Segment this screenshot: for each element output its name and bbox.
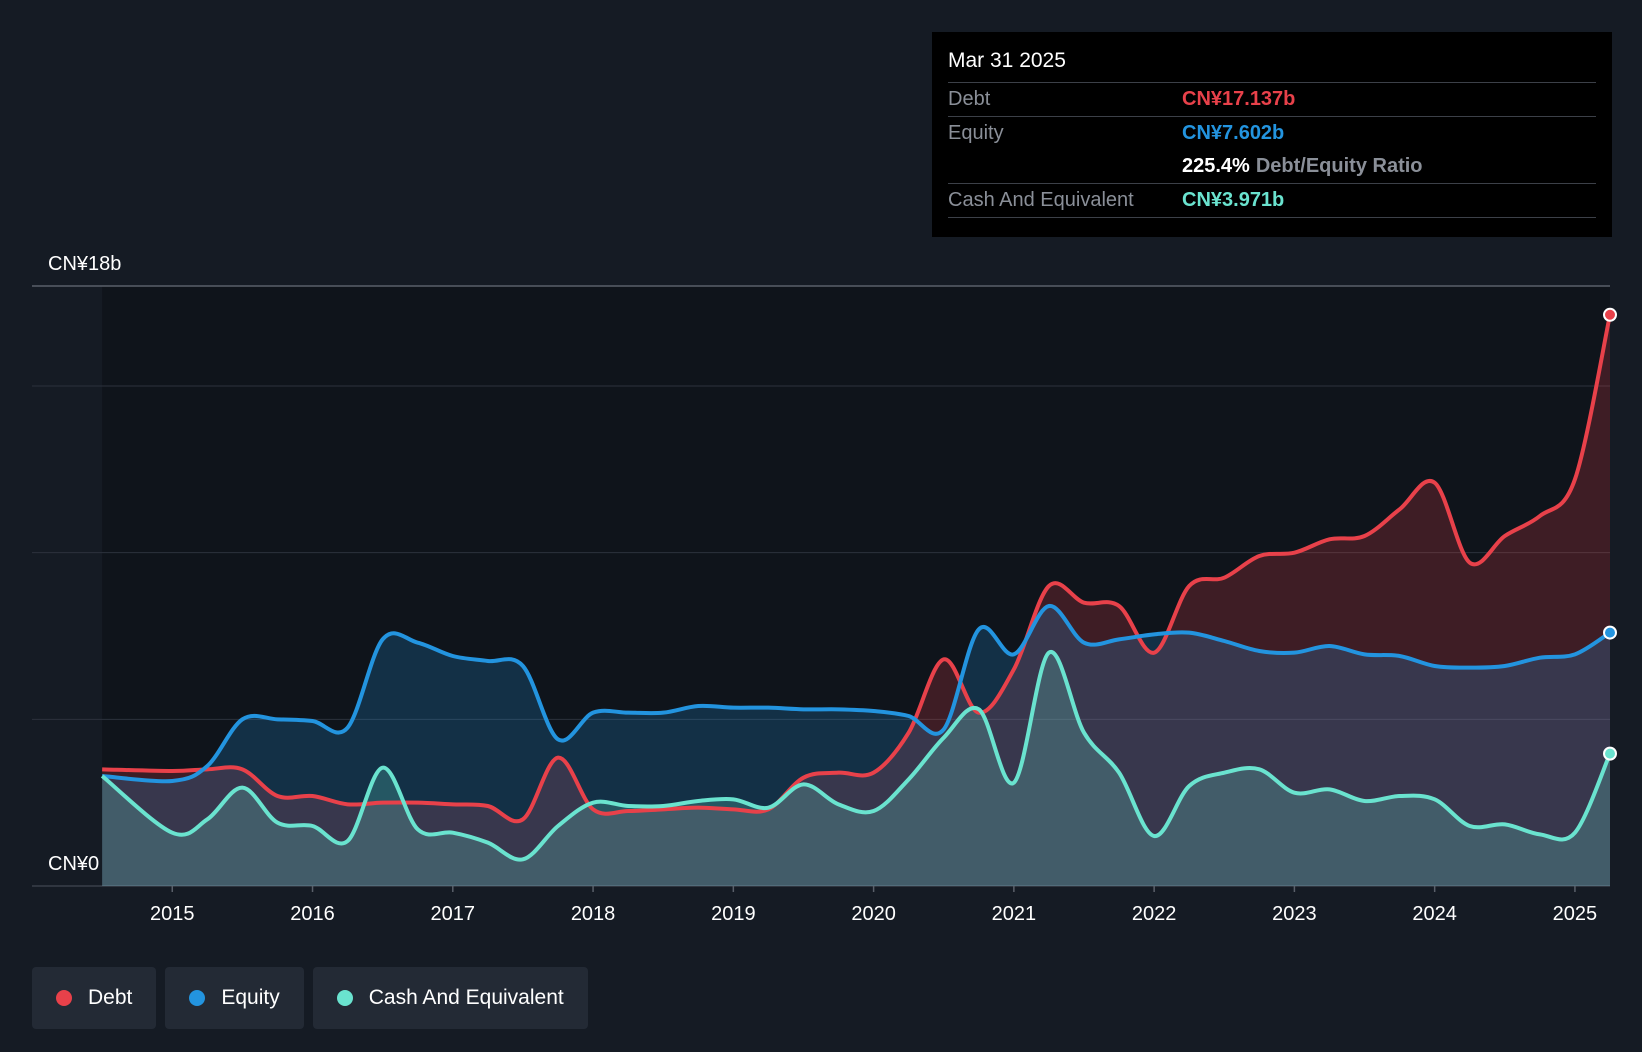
- tooltip-equity-label: Equity: [948, 122, 1004, 144]
- equity-line: [101, 604, 1612, 784]
- series-endpoints: [1603, 307, 1617, 761]
- x-tick-label: 2017: [431, 903, 476, 925]
- equity-endpoint: [1603, 625, 1617, 640]
- tooltip: Mar 31 2025 Debt CN¥17.137b Equity CN¥7.…: [932, 32, 1612, 237]
- tooltip-row-equity: Equity CN¥7.602b: [948, 116, 1596, 150]
- y-axis-top-label: CN¥18b: [48, 253, 121, 275]
- series-lines: [100, 314, 1612, 862]
- x-tick-label: 2020: [851, 903, 896, 925]
- tooltip-row-debt: Debt CN¥17.137b: [948, 82, 1596, 116]
- cash-area: [102, 651, 1611, 886]
- debt-endpoint: [1603, 307, 1617, 322]
- legend-item-cash[interactable]: Cash And Equivalent: [312, 967, 588, 1029]
- legend-dot-icon: [189, 990, 206, 1006]
- tooltip-cash-value: CN¥3.971b: [1182, 189, 1285, 211]
- x-tick-label: 2016: [290, 903, 335, 925]
- legend-dot-icon: [336, 990, 353, 1006]
- tooltip-row-cash: Cash And Equivalent CN¥3.971b: [948, 183, 1596, 218]
- tooltip-row-ratio: 225.4% Debt/Equity Ratio: [948, 150, 1596, 183]
- equity-area: [102, 605, 1611, 886]
- x-tick-label: 2015: [150, 903, 195, 925]
- tooltip-ratio-value: 225.4%: [1182, 155, 1250, 177]
- tooltip-equity-value: CN¥7.602b: [1182, 122, 1285, 144]
- tooltip-cash-label: Cash And Equivalent: [948, 189, 1134, 211]
- series-areas: [102, 314, 1611, 886]
- y-axis-bottom-label: CN¥0: [48, 853, 99, 875]
- x-tick-label: 2023: [1272, 903, 1317, 925]
- x-tick-label: 2022: [1132, 903, 1177, 925]
- debt-line: [102, 314, 1612, 824]
- tooltip-debt-label: Debt: [948, 88, 991, 110]
- cash-endpoint: [1603, 746, 1617, 761]
- x-tick-label: 2024: [1412, 903, 1457, 925]
- x-tick-label: 2019: [711, 903, 756, 925]
- legend: Debt Equity Cash And Equivalent: [32, 967, 588, 1029]
- x-tick-label: 2025: [1553, 903, 1598, 925]
- legend-label-cash: Cash And Equivalent: [368, 986, 564, 1009]
- legend-item-debt[interactable]: Debt: [32, 967, 157, 1029]
- tooltip-debt-value: CN¥17.137b: [1182, 88, 1296, 110]
- tooltip-ratio-label: Debt/Equity Ratio: [1255, 155, 1423, 177]
- tooltip-date: Mar 31 2025: [948, 49, 1066, 72]
- x-axis-ticks: 2015 2016 2017 2018 2019 2020 2021 2022 2023 2024…: [150, 886, 1597, 925]
- legend-label-equity: Equity: [221, 986, 280, 1009]
- x-tick-label: 2021: [992, 903, 1037, 925]
- legend-dot-icon: [56, 990, 72, 1006]
- cash-line: [100, 650, 1612, 862]
- x-tick-label: 2018: [571, 903, 616, 925]
- debt-area: [102, 314, 1611, 886]
- legend-item-equity[interactable]: Equity: [165, 967, 304, 1029]
- legend-label-debt: Debt: [88, 986, 133, 1009]
